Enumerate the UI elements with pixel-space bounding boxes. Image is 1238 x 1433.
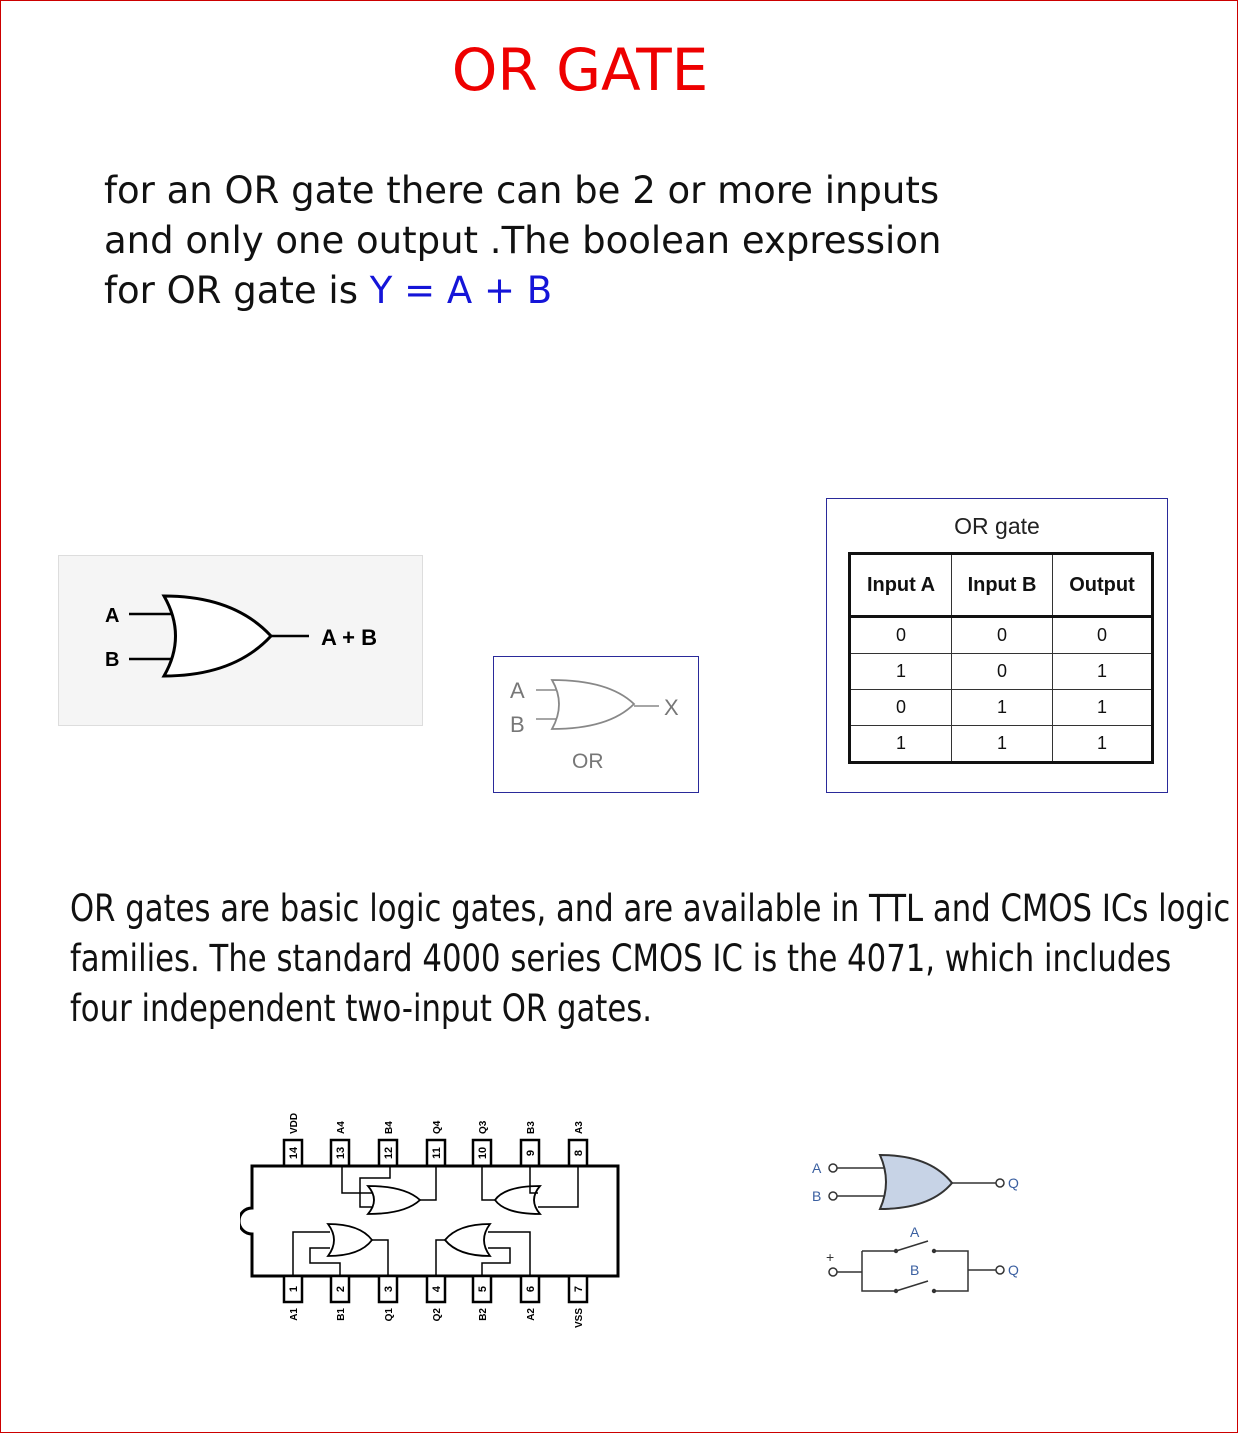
ic-pin: 5 B2 xyxy=(471,1274,493,1321)
ic-pin: 12 B4 xyxy=(377,1121,399,1168)
ic-pin: 9 B3 xyxy=(519,1121,541,1168)
intro-text: for an OR gate there can be 2 or more in… xyxy=(104,166,1004,316)
header-input-b: Input B xyxy=(951,553,1053,618)
cell: 1 xyxy=(1052,725,1153,763)
small-input-a: A xyxy=(510,678,525,703)
cell: 0 xyxy=(951,616,1053,654)
ic-pin-number: 14 xyxy=(288,1146,300,1159)
switch-b-label: B xyxy=(910,1262,919,1278)
truth-table-title: OR gate xyxy=(954,513,1040,539)
output-label: A + B xyxy=(321,625,377,650)
header-output: Output xyxy=(1052,553,1153,618)
cell: 1 xyxy=(849,653,952,690)
small-caption: OR xyxy=(572,750,604,773)
description-paragraph: OR gates are basic logic gates, and are … xyxy=(70,887,1231,1030)
ic-pin-number: 5 xyxy=(477,1286,489,1292)
ic-pin-label: A2 xyxy=(526,1308,537,1321)
cell: 1 xyxy=(951,689,1053,726)
header-input-a: Input A xyxy=(849,553,952,618)
ic-pin-label: A3 xyxy=(574,1121,585,1134)
ic-4071-pinout: 14 VDD 13 A4 12 B4 11 Q4 10 Q3 9 B3 8 A3 1 A1 2 B1 3 Q1 4 Q2… xyxy=(240,1113,620,1328)
table-row: 0 1 1 xyxy=(849,689,1153,726)
ic-pin: 14 VDD xyxy=(282,1113,304,1168)
ic-pin: 1 A1 xyxy=(282,1274,304,1321)
cell: 0 xyxy=(849,689,952,726)
gate-input-a: A xyxy=(812,1160,822,1176)
ic-pin-number: 11 xyxy=(431,1147,443,1159)
cell: 0 xyxy=(951,653,1053,690)
ic-pin-label: Q4 xyxy=(432,1120,443,1134)
input-b-label: B xyxy=(105,649,119,671)
ic-pin: 10 Q3 xyxy=(471,1120,493,1168)
ic-pin: 11 Q4 xyxy=(425,1120,447,1168)
ic-pin: 3 Q1 xyxy=(377,1274,399,1322)
small-input-b: B xyxy=(510,712,525,737)
ic-pin-number: 3 xyxy=(383,1286,395,1292)
ic-pin-label: Q1 xyxy=(384,1308,395,1322)
cell: 1 xyxy=(1052,689,1153,726)
ic-pin-label: B4 xyxy=(384,1121,395,1134)
ic-pin-label: B3 xyxy=(526,1121,537,1134)
ic-pin-number: 2 xyxy=(335,1286,347,1292)
ic-pin-number: 9 xyxy=(525,1150,537,1156)
table-row: 1 0 1 xyxy=(849,653,1153,690)
truth-table-image: OR gate Input A Input B Output 0 0 0 1 0… xyxy=(826,498,1168,793)
switch-equivalent-diagram: A B Q + A B Q xyxy=(812,1153,1019,1294)
truth-table: Input A Input B Output 0 0 0 1 0 1 0 1 1… xyxy=(848,552,1154,764)
ic-pin: 6 A2 xyxy=(519,1274,541,1321)
or-gate-small: A B X OR xyxy=(510,678,679,773)
ic-pin: 13 A4 xyxy=(329,1121,351,1168)
ic-pin-number: 1 xyxy=(288,1286,300,1292)
gate-output-q: Q xyxy=(1008,1175,1019,1191)
boolean-expression: Y = A + B xyxy=(369,269,553,312)
ic-pin-label: Q3 xyxy=(478,1120,489,1134)
cell: 1 xyxy=(849,725,952,763)
ic-pin-label: B2 xyxy=(478,1308,489,1321)
ic-pin-number: 13 xyxy=(335,1147,347,1159)
ic-pin-number: 4 xyxy=(431,1285,443,1292)
ic-pin: 2 B1 xyxy=(329,1274,351,1321)
cell: 0 xyxy=(849,616,952,654)
ic-pin-label: VDD xyxy=(289,1113,300,1134)
ic-pin: 7 VSS xyxy=(567,1274,589,1328)
ic-pin: 8 A3 xyxy=(567,1121,589,1168)
gate-input-b: B xyxy=(812,1188,821,1204)
cell: 1 xyxy=(951,725,1053,763)
switch-a-label: A xyxy=(910,1224,920,1240)
or-gate-symbol: A B A + B xyxy=(105,594,377,678)
or-gate-symbol-image: A B A + B xyxy=(58,555,423,726)
table-row: 0 0 0 xyxy=(849,616,1153,654)
ic-pin-label: VSS xyxy=(574,1308,585,1328)
ic-pin-number: 10 xyxy=(477,1147,489,1159)
ic-pin: 4 Q2 xyxy=(425,1274,447,1322)
cell: 0 xyxy=(1052,616,1153,654)
page-title: OR GATE xyxy=(451,36,709,104)
table-row: 1 1 1 xyxy=(849,725,1153,763)
ic-pin-number: 12 xyxy=(383,1147,395,1159)
ic-pin-number: 8 xyxy=(573,1150,585,1156)
ic-pin-number: 6 xyxy=(525,1286,537,1292)
input-a-label: A xyxy=(105,605,119,627)
ic-pin-label: A4 xyxy=(336,1121,347,1134)
small-output-x: X xyxy=(664,695,679,720)
ic-pin-label: Q2 xyxy=(432,1308,443,1322)
ic-pin-label: B1 xyxy=(336,1308,347,1321)
plus-sign: + xyxy=(826,1249,834,1265)
ic-pin-number: 7 xyxy=(573,1286,585,1292)
cell: 1 xyxy=(1052,653,1153,690)
intro-sentence: for an OR gate there can be 2 or more in… xyxy=(104,169,942,312)
switch-output-q: Q xyxy=(1008,1262,1019,1278)
or-gate-small-image: A B X OR xyxy=(493,656,699,793)
ic-pin-label: A1 xyxy=(289,1308,300,1321)
